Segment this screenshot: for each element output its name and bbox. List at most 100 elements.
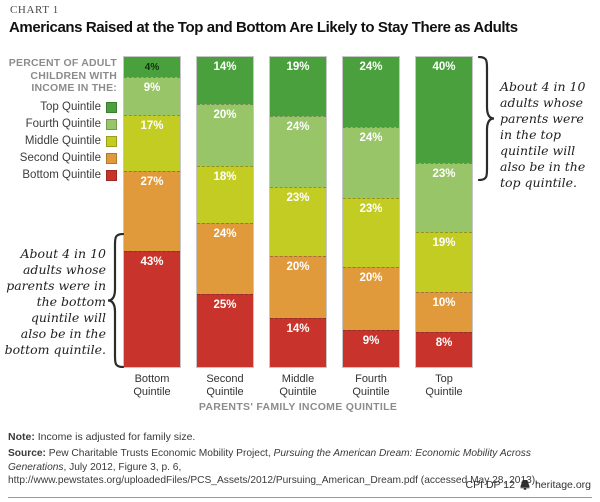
legend-item: Fourth Quintile [0,116,117,133]
x-axis-label: PARENTS' FAMILY INCOME QUINTILE [198,401,398,413]
stacked-bar: 4% 9% 17% 27% 43% [123,56,181,368]
category-label: Middle Quintile [279,373,317,398]
category-label: Second Quintile [206,373,244,398]
annotation-bottom-quintile: About 4 in 10 adults whose parents were … [4,246,106,357]
legend-label: Top Quintile [40,101,101,113]
segment-value-label: 24% [213,228,237,241]
note-line: Note: Income is adjusted for family size… [8,431,195,443]
bar-segment: 19% [270,57,326,116]
liberty-bell-icon [520,480,530,490]
paper-code: CPI DP 12 [465,479,515,491]
segment-value-label: 43% [140,255,164,268]
segment-value-label: 24% [286,120,310,133]
bar-column: 4% 9% 17% 27% 43% Bottom Quintile [123,56,181,399]
bar-segment: 24% [343,57,399,128]
bar-segment: 24% [270,115,326,188]
legend-item: Top Quintile [0,99,117,116]
segment-value-label: 27% [140,176,164,189]
segment-value-label: 9% [362,334,380,347]
source-label: Source: [8,448,46,459]
segment-value-label: 24% [359,61,383,73]
bar-segment: 9% [124,77,180,116]
legend-swatch [106,169,117,181]
bar-segment: 18% [197,166,253,224]
stacked-bar: 24% 24% 23% 20% 9% [342,56,400,368]
chart-title: Americans Raised at the Top and Bottom A… [9,19,518,36]
bar-column: 24% 24% 23% 20% 9% Fourth Quintile [342,56,400,399]
segment-value-label: 18% [213,171,237,184]
segment-value-label: 10% [432,297,456,310]
bar-segment: 27% [124,171,180,251]
source-line: Source: Pew Charitable Trusts Economic M… [8,447,588,488]
note-label: Note: [8,431,35,443]
right-brace [477,56,495,181]
legend-swatch [106,135,117,147]
legend-item: Second Quintile [0,150,117,167]
category-label: Fourth Quintile [352,373,390,398]
segment-value-label: 14% [286,323,310,336]
source-publication: Pursuing the American Dream: Economic Mo… [8,448,531,473]
segment-value-label: 20% [286,261,310,274]
segment-value-label: 20% [359,272,383,285]
site-link: heritage.org [534,479,591,491]
bar-column: 19% 24% 23% 20% 14% Middle Quintile [269,56,327,399]
bar-column: 14% 20% 18% 24% 25% Second Quintile [196,56,254,399]
segment-value-label: 24% [359,132,383,145]
segment-value-label: 23% [286,192,310,205]
bar-segment: 14% [270,318,326,367]
legend: PERCENT OF ADULT CHILDREN WITH INCOME IN… [0,57,117,184]
bar-segment: 20% [197,104,253,167]
bar-segment: 23% [343,198,399,268]
legend-label: Fourth Quintile [25,118,101,130]
note-text: Income is adjusted for family size. [34,431,196,443]
bar-segment: 14% [197,57,253,105]
segment-value-label: 19% [286,61,310,73]
credit-line: CPI DP 12 heritage.org [466,479,591,491]
bar-segment: 25% [197,294,253,367]
segment-value-label: 23% [359,203,383,216]
category-label: Top Quintile [425,373,463,398]
left-brace [107,233,125,368]
bar-segment: 4% [124,57,180,78]
bar-segment: 10% [416,292,472,332]
bar-segment: 17% [124,115,180,172]
legend-swatch [106,152,117,164]
segment-value-label: 40% [432,61,456,73]
segment-value-label: 23% [432,168,456,181]
bar-segment: 24% [197,223,253,295]
legend-title: PERCENT OF ADULT CHILDREN WITH INCOME IN… [8,57,117,94]
bottom-rule [8,497,592,498]
chart-kicker: CHART 1 [10,4,59,16]
segment-value-label: 8% [435,336,453,349]
segment-value-label: 25% [213,299,237,312]
bar-segment: 40% [416,57,472,164]
bar-segment: 9% [343,329,399,367]
legend-label: Middle Quintile [24,135,101,147]
legend-swatch [106,101,117,113]
segment-value-label: 14% [213,61,237,73]
legend-swatch [106,118,117,130]
bars: 4% 9% 17% 27% 43% Bottom Quintile 14% 20% 18% 24%… [123,56,473,399]
bar-segment: 23% [270,187,326,257]
segment-value-label: 17% [140,120,164,133]
stacked-bar: 19% 24% 23% 20% 14% [269,56,327,368]
legend-item: Middle Quintile [0,133,117,150]
segment-value-label: 9% [143,82,161,95]
bar-segment: 8% [416,331,472,367]
segment-value-label: 19% [432,237,456,250]
bar-column: 40% 23% 19% 10% 8% Top Quintile [415,56,473,399]
source-prefix: Pew Charitable Trusts Economic Mobility … [45,448,274,459]
category-label: Bottom Quintile [133,373,171,398]
legend-item: Bottom Quintile [0,167,117,184]
legend-label: Second Quintile [19,152,101,164]
bar-segment: 43% [124,250,180,367]
stacked-bar: 40% 23% 19% 10% 8% [415,56,473,368]
legend-label: Bottom Quintile [22,169,101,181]
bar-segment: 19% [416,232,472,293]
legend-items: Top Quintile Fourth Quintile Middle Quinti… [0,99,117,184]
bar-segment: 20% [343,267,399,330]
segment-value-label: 20% [213,109,237,122]
stacked-bar: 14% 20% 18% 24% 25% [196,56,254,368]
bar-segment: 24% [343,127,399,199]
